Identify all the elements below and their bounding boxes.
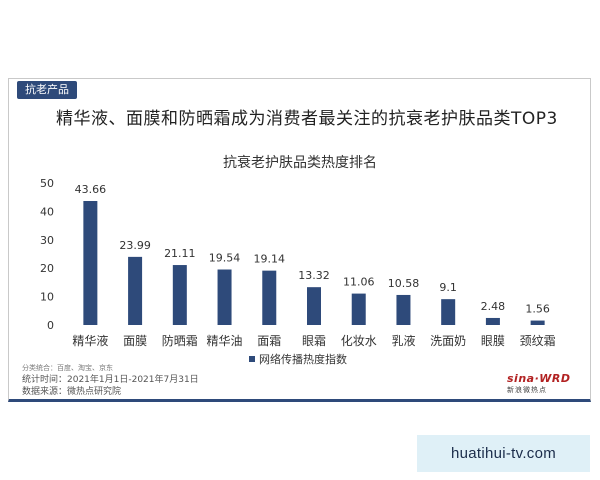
category-label: 精华油 xyxy=(207,334,243,348)
y-tick-label: 0 xyxy=(47,319,54,332)
legend-swatch xyxy=(249,356,255,362)
bar-value-label: 19.14 xyxy=(254,253,286,266)
bar-value-label: 23.99 xyxy=(119,239,151,252)
logo-sub-text: 新浪微热点 xyxy=(507,386,547,394)
chart-card xyxy=(8,78,591,402)
category-label: 面膜 xyxy=(123,334,147,348)
chart-title: 抗衰老护肤品类热度排名 xyxy=(223,155,377,171)
category-label: 防晒霜 xyxy=(162,333,198,348)
y-tick-label: 20 xyxy=(40,262,54,275)
logo-main-text: sina·WRD xyxy=(507,372,571,385)
bar xyxy=(530,320,545,325)
y-tick-label: 30 xyxy=(40,234,54,247)
y-tick-label: 50 xyxy=(40,177,54,190)
y-tick-label: 10 xyxy=(40,291,54,304)
bar-value-label: 1.56 xyxy=(525,303,550,316)
category-label: 面霜 xyxy=(257,334,281,348)
period-note: 统计时间：2021年1月1日-2021年7月31日 xyxy=(22,375,199,385)
bar-value-label: 11.06 xyxy=(343,276,375,289)
bar xyxy=(83,201,98,325)
bar xyxy=(485,317,500,325)
category-label: 颈纹霜 xyxy=(520,334,556,348)
bar xyxy=(128,256,143,325)
source-scope-note: 分类统合：百度、淘宝、京东 xyxy=(22,364,113,372)
bar xyxy=(262,270,277,325)
bar-value-label: 2.48 xyxy=(481,300,506,313)
notes: 分类统合：百度、淘宝、京东 统计时间：2021年1月1日-2021年7月31日 … xyxy=(22,362,199,398)
legend-label: 网络传播热度指数 xyxy=(259,352,347,366)
bar xyxy=(307,287,321,325)
bar xyxy=(172,265,187,325)
y-tick-label: 40 xyxy=(40,205,54,218)
watermark-badge: huatihui-tv.com xyxy=(417,435,590,472)
bar xyxy=(217,269,232,325)
bar-value-label: 13.32 xyxy=(298,269,330,282)
category-label: 眼霜 xyxy=(302,334,326,348)
source-note: 数据来源：微热点研究院 xyxy=(22,387,122,397)
bar-value-label: 21.11 xyxy=(164,247,196,260)
category-label: 化妆水 xyxy=(341,334,377,348)
bar-value-label: 9.1 xyxy=(439,281,457,294)
category-label: 乳液 xyxy=(391,333,415,348)
category-label: 眼膜 xyxy=(481,334,505,348)
bar-value-label: 43.66 xyxy=(75,183,107,196)
bar-value-label: 19.54 xyxy=(209,252,241,265)
category-tag: 抗老产品 xyxy=(17,81,77,99)
bar xyxy=(396,294,411,325)
category-label: 精华液 xyxy=(72,333,108,348)
headline: 精华液、面膜和防晒霜成为消费者最关注的抗衰老护肤品类TOP3 xyxy=(56,109,558,129)
sina-wrd-logo: sina·WRD 新浪微热点 xyxy=(507,372,587,400)
bar-value-label: 10.58 xyxy=(388,277,420,290)
bar xyxy=(441,299,456,325)
bar xyxy=(351,293,366,325)
category-label: 洗面奶 xyxy=(430,334,466,348)
